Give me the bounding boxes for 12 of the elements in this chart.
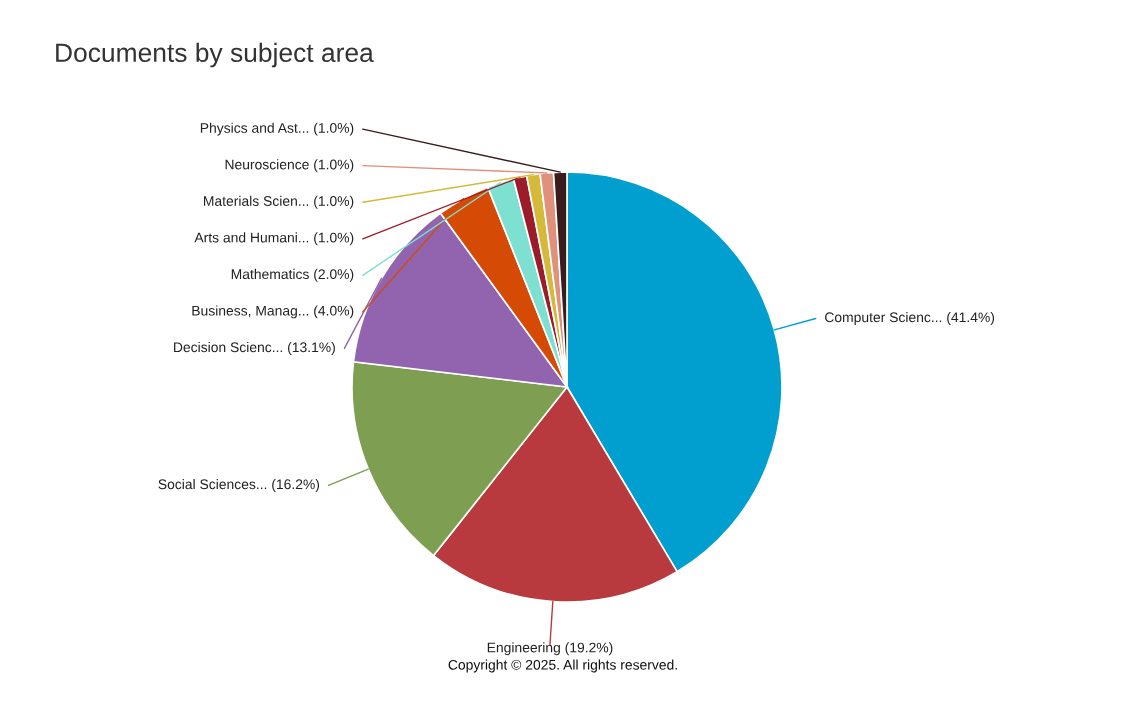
slice-label: Engineering (19.2%) [487, 642, 613, 656]
slice-label: Business, Manag... (4.0%) [192, 305, 354, 319]
slice-label: Physics and Ast... (1.0%) [200, 122, 354, 136]
slice-label: Social Sciences... (16.2%) [158, 478, 320, 492]
text: Copyright © 2025. All rights reserved. [448, 659, 677, 673]
slice-label: Arts and Humani... (1.0%) [194, 232, 354, 246]
slice-label: Neuroscience (1.0%) [225, 159, 354, 173]
chart-title: Documents by subject area [56, 42, 374, 68]
slice-label: Decision Scienc... (13.1%) [174, 341, 335, 355]
slice-label: Computer Scienc... (41.4%) [825, 311, 995, 325]
slice-label: Mathematics (2.0%) [231, 268, 354, 282]
slice-label: Materials Scien... (1.0%) [204, 195, 354, 209]
